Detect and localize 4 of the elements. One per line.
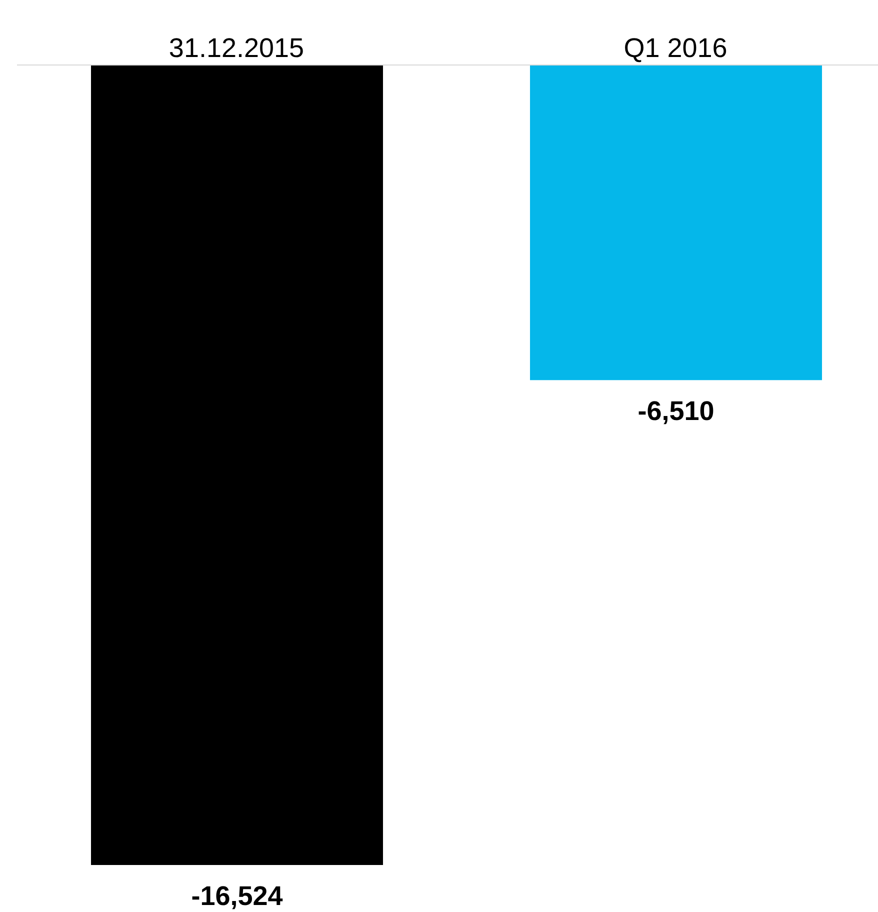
data-label: -16,524 <box>191 881 283 911</box>
data-label: -6,510 <box>638 396 714 426</box>
x-tick-label: Q1 2016 <box>624 33 728 63</box>
x-tick-label: 31.12.2015 <box>168 33 304 63</box>
